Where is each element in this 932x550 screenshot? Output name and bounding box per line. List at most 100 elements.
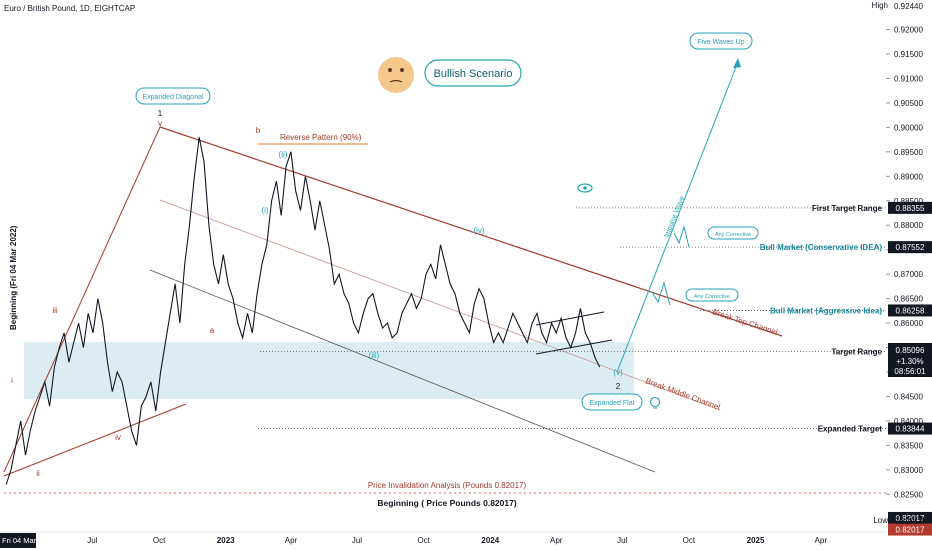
expanded-diagonal-text: Expanded Diagonal [142,94,204,101]
wave-label: a [210,326,215,335]
target-zone [24,342,634,399]
price-tag-label: 0.87552 [896,243,925,252]
price-tag-box [888,511,932,524]
x-tick-label: Apr [285,536,298,545]
y-tick-label: 0.88000 [894,221,923,230]
x-tick-label: 2024 [481,536,499,545]
level-label: Bull Market (Conservative IDEA) [760,243,883,252]
y-tick-label: 0.89000 [894,172,923,181]
x-tick-label: Oct [417,536,430,545]
top-channel-line [159,126,783,337]
diagonal-lower-line [3,403,187,477]
impulse-wave-text: Impulse Wave [663,195,686,239]
y-tick-label: 0.82500 [894,490,923,499]
any-corrective-callout-1: Any Corrective [707,226,759,240]
expanded-flat-text: Expanded Flat [589,400,634,407]
symbol-title: Euro / British Pound, 1D, EIGHTCAP [4,4,136,13]
price-tag-box [888,304,932,317]
wave-label: (iv) [473,226,484,235]
y-tick-label: 0.91500 [894,50,923,59]
wedge-upper-line [535,311,605,326]
y-tick-label: 0.84000 [894,417,923,426]
wave-label: 1 [158,109,163,118]
x-tick-label: 2025 [747,536,765,545]
wave-label: b [256,126,261,135]
y-tick-label: 0.90000 [894,123,923,132]
price-tag-label: 0.83844 [896,425,925,434]
bullish-scenario-text: Bullish Scenario [434,68,513,80]
wave-label: v [158,119,162,128]
y-tick-label: 0.87000 [894,270,923,279]
x-tick-label: Jul [87,536,97,545]
price-tag-box [888,201,932,214]
level-label: First Target Range [812,204,883,213]
axis-high-value: 0.92440 [894,2,923,11]
price-tag-label: 0.82017 [896,526,925,535]
price-tag-box [888,523,932,536]
time-highlight-label: Fri 04 Mar '22 [2,536,48,545]
y-tick-label: 0.86500 [894,295,923,304]
break-top-text: Break Top Channel [711,307,779,337]
any-corrective-text-2: Any Corrective [694,294,730,300]
reverse-pattern-text: Reverse Pattern (90%) [280,133,362,142]
y-tick-label: 0.92000 [894,26,923,35]
price-tag-label: 0.88355 [896,204,925,213]
level-label: Expanded Target [818,425,883,434]
wave-label: 2 [616,382,621,391]
price-series-line [5,137,601,485]
beginning-price-label: Beginning ( Price Pounds 0.82017) [377,498,517,508]
y-tick-label: 0.83000 [894,466,923,475]
level-lines [258,207,886,429]
x-tick-label: Oct [153,536,166,545]
x-tick-label: 2023 [217,536,235,545]
eye-icon [577,183,593,193]
axis-low-value: 0.82017 [894,517,923,526]
aggressive-corrective-zigzag [651,281,671,306]
y-tick-label: 0.91000 [894,74,923,83]
any-corrective-callout-2: Any Corrective [685,288,739,302]
last-price-tag: 0.85096 +1.30% 08:56:01 [888,343,932,377]
wave-label: ii [36,469,40,478]
y-tick-label: 0.84500 [894,392,923,401]
y-tick-label: 0.83500 [894,441,923,450]
lightbulb-icon [649,396,661,409]
y-tick-label: 0.88500 [894,197,923,206]
expanded-flat-callout: Expanded Flat [581,393,643,411]
wave-label: (ii) [279,150,288,159]
impulse-projection-arrow [616,61,739,373]
price-tags: 0.883550.875520.862580.854220.838440.820… [888,201,932,536]
wave-label: iv [115,433,121,442]
last-price-countdown: 08:56:01 [894,367,926,376]
wave-label: iii [52,306,58,315]
x-tick-label: Apr [550,536,563,545]
invalidation-label: Price Invalidation Analysis (Pounds 0.82… [368,481,527,490]
y-tick-label: 0.89500 [894,148,923,157]
last-price-value: 0.85096 [896,346,925,355]
price-tag-label: 0.82017 [896,514,925,523]
time-axis[interactable]: Jul Oct 2023 Apr Jul Oct 2024 Apr Jul Oct 2025 Apr [87,536,827,545]
price-tag-box [888,241,932,254]
y-tick-label: 0.86000 [894,319,923,328]
x-tick-label: Jul [352,536,362,545]
impulse-arrow-head [733,58,741,68]
diagonal-upper-line [3,126,161,473]
scale-high-label: High [871,1,888,10]
middle-channel-line [159,199,721,411]
vertical-beginning-note: Beginning (Fri 04 Mar 2022) [9,225,18,330]
wave-label: i [11,376,13,385]
price-tag-box [888,422,932,435]
level-label: Target Range [831,347,882,356]
conservative-corrective-zigzag [673,225,690,248]
scale-low-label: Low [873,516,888,525]
x-tick-label: Apr [815,536,828,545]
level-label: Bull Market (Aggressive Idea) [770,306,882,315]
five-waves-text: Five Waves Up [697,39,744,46]
time-highlight-tag [0,533,36,548]
five-waves-callout: Five Waves Up [689,32,753,50]
wave-label: (iii) [369,351,380,360]
expanded-diagonal-callout: Expanded Diagonal [135,87,211,105]
price-axis[interactable]: 0.92000 0.91500 0.91000 0.90500 0.90000 0.895… [886,26,923,524]
bullish-scenario-callout: Bullish Scenario [378,57,522,93]
